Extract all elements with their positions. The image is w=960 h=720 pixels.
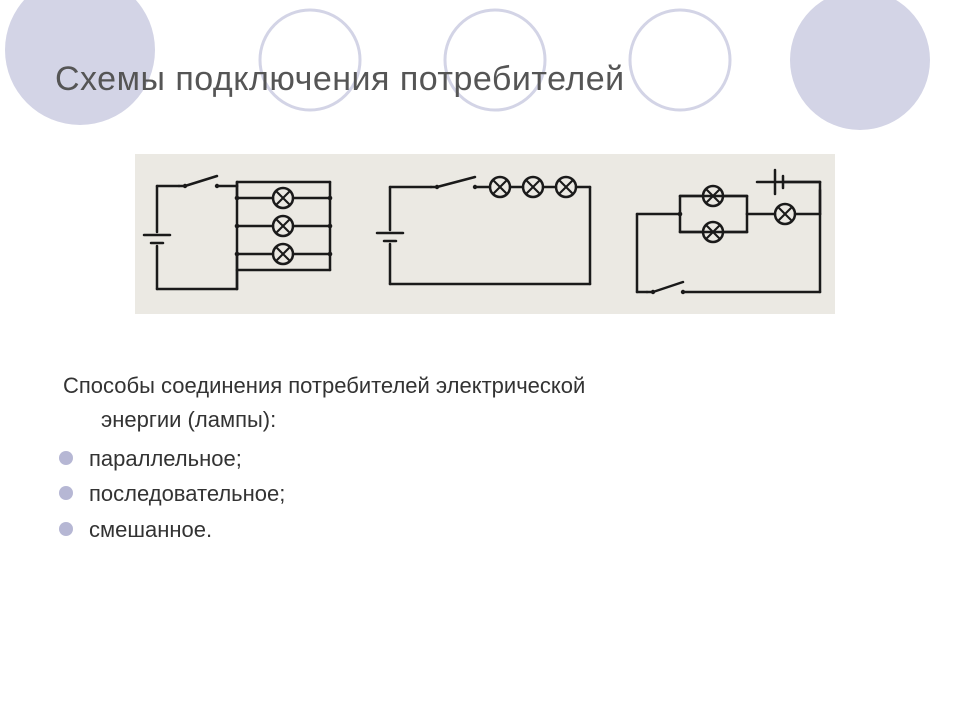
list-item-series: последовательное; — [55, 476, 905, 511]
intro-line-2: энергии (лампы): — [63, 403, 843, 437]
list-item-mixed: смешанное. — [55, 512, 905, 547]
list-item-parallel: параллельное; — [55, 441, 905, 476]
slide-content: Схемы подключения потребителей Способы с… — [0, 0, 960, 547]
intro-line-1: Способы соединения потребителей электрич… — [63, 373, 585, 398]
connection-types-list: параллельное; последовательное; смешанно… — [55, 441, 905, 547]
page-title: Схемы подключения потребителей — [55, 60, 905, 99]
intro-text: Способы соединения потребителей электрич… — [63, 369, 843, 437]
circuit-diagrams-panel — [135, 154, 835, 314]
